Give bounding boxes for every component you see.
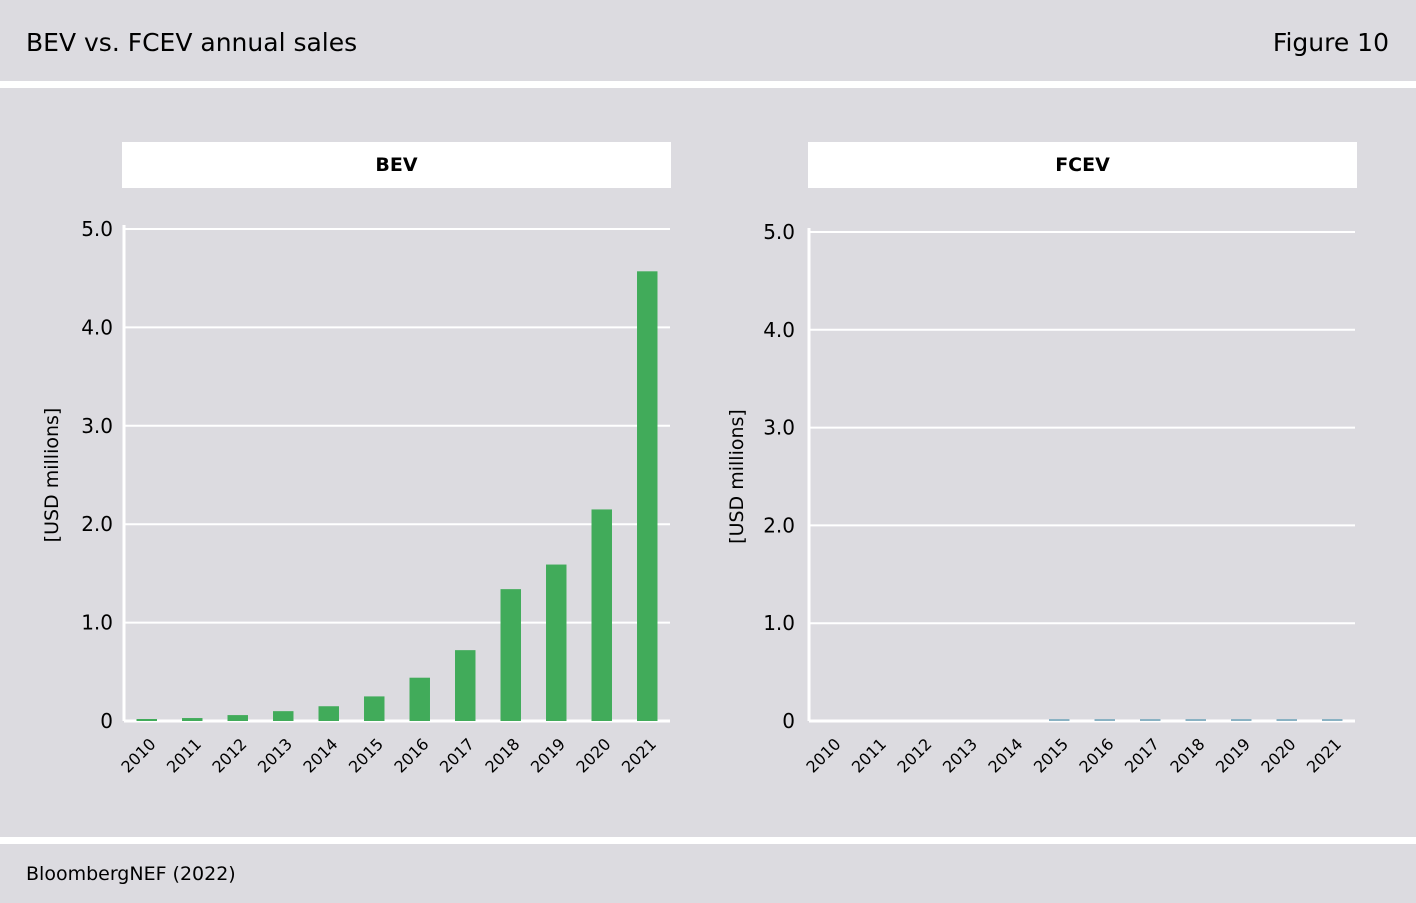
fcev-bar (1140, 719, 1161, 721)
bev-panel-title: BEV (122, 142, 671, 188)
fcev-ytick-label: 3.0 (763, 416, 795, 440)
bev-xtick-label: 2012 (208, 734, 250, 776)
bev-xtick-label: 2018 (481, 734, 523, 776)
source-note: BloombergNEF (2022) (26, 863, 236, 885)
bev-bar (455, 650, 476, 721)
bev-ytick-label: 2.0 (81, 512, 113, 536)
bev-ytick-label: 4.0 (81, 315, 113, 339)
charts-svg: 01.02.03.04.05.0[USD millions]2010 2011 20… (41, 217, 1355, 777)
bev-bar (273, 711, 294, 721)
fcev-xtick-label: 2014 (984, 734, 1026, 776)
bev-xtick-label: 2019 (527, 734, 569, 776)
bev-ytick-label: 3.0 (81, 414, 113, 438)
bev-bar (500, 589, 521, 721)
fcev-panel-title: FCEV (808, 142, 1357, 188)
fcev-bar (1094, 719, 1115, 721)
fcev-ytick-label: 2.0 (763, 513, 795, 537)
bev-bar (546, 564, 567, 721)
bev-bar (318, 706, 339, 721)
fcev-bar (1322, 719, 1343, 721)
bev-bar (182, 718, 203, 721)
bev-xtick-label: 2014 (299, 734, 341, 776)
fcev-xtick-label: 2021 (1303, 734, 1345, 776)
fcev-ytick-label: 1.0 (763, 611, 795, 635)
bev-bar (227, 715, 248, 721)
bev-bar (409, 677, 430, 721)
fcev-xtick-label: 2011 (848, 734, 890, 776)
figure-number: Figure 10 (1272, 28, 1389, 57)
bev-xtick-label: 2013 (254, 734, 296, 776)
bev-y-axis-label: [USD millions] (41, 408, 63, 543)
bev-xtick-label: 2015 (345, 734, 387, 776)
figure-title: BEV vs. FCEV annual sales (26, 28, 358, 57)
bev-ytick-label: 0 (100, 709, 113, 733)
fcev-bar (1185, 719, 1206, 721)
fcev-xtick-label: 2015 (1030, 734, 1072, 776)
bev-bar (637, 271, 658, 721)
bev-bar (591, 509, 612, 721)
fcev-xtick-label: 2017 (1121, 734, 1163, 776)
fcev-bar (1231, 719, 1252, 721)
bev-xtick-label: 2017 (436, 734, 478, 776)
fcev-bar (1049, 719, 1070, 721)
fcev-y-axis-label: [USD millions] (726, 409, 748, 544)
chart-area: BEV FCEV 0 1.0 2.0 3.0 4.0 5.0 [USD millions] 2… (0, 88, 1416, 837)
bev-xtick-label: 2020 (572, 734, 614, 776)
bev-xtick-label: 2011 (163, 734, 205, 776)
fcev-xtick-label: 2010 (802, 734, 844, 776)
fcev-bar (1276, 719, 1297, 721)
fcev-ytick-label: 4.0 (763, 318, 795, 342)
bev-bar (136, 719, 157, 721)
bev-ytick-label: 1.0 (81, 611, 113, 635)
fcev-ytick-label: 5.0 (763, 220, 795, 244)
fcev-xtick-label: 2013 (939, 734, 981, 776)
fcev-xtick-label: 2016 (1075, 734, 1117, 776)
fcev-ytick-label: 0 (782, 709, 795, 733)
bev-ytick-label: 5.0 (81, 217, 113, 241)
bev-xtick-label: 2021 (618, 734, 660, 776)
bev-xtick-label: 2010 (117, 734, 159, 776)
fcev-xtick-label: 2018 (1166, 734, 1208, 776)
footer-band: BloombergNEF (2022) (0, 844, 1416, 903)
bev-xtick-label: 2016 (390, 734, 432, 776)
bev-bar (364, 696, 385, 721)
header-band: BEV vs. FCEV annual sales Figure 10 (0, 0, 1416, 81)
fcev-xtick-label: 2019 (1212, 734, 1254, 776)
fcev-xtick-label: 2020 (1257, 734, 1299, 776)
fcev-xtick-label: 2012 (893, 734, 935, 776)
